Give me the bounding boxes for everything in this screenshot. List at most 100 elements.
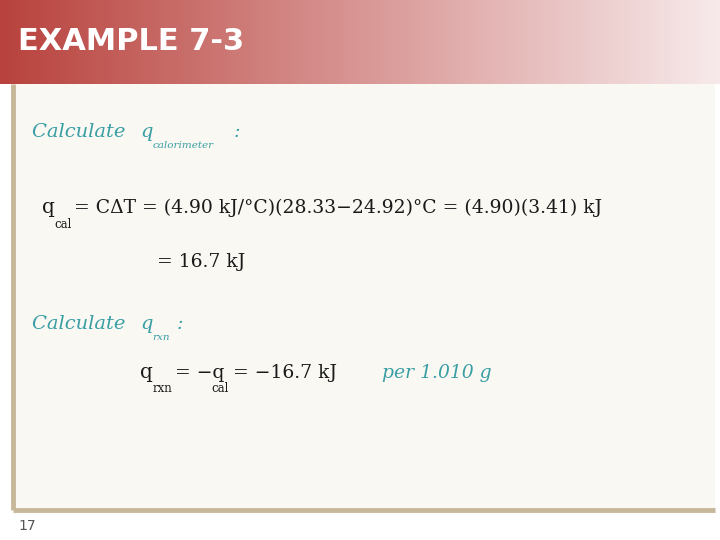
Bar bbox=[576, 0, 580, 84]
Bar bbox=[702, 0, 706, 84]
Bar bbox=[83, 0, 86, 84]
Bar bbox=[112, 0, 115, 84]
Bar bbox=[68, 0, 72, 84]
Bar bbox=[274, 0, 277, 84]
Bar bbox=[414, 0, 418, 84]
Bar bbox=[94, 0, 97, 84]
Text: calorimeter: calorimeter bbox=[153, 141, 214, 150]
Bar bbox=[338, 0, 342, 84]
Bar bbox=[299, 0, 302, 84]
Bar bbox=[148, 0, 151, 84]
Bar bbox=[256, 0, 259, 84]
Bar bbox=[572, 0, 576, 84]
Bar bbox=[270, 0, 274, 84]
Bar bbox=[565, 0, 569, 84]
Bar bbox=[137, 0, 140, 84]
Bar bbox=[389, 0, 392, 84]
Bar bbox=[281, 0, 284, 84]
Bar bbox=[14, 0, 18, 84]
Bar bbox=[493, 0, 497, 84]
Bar bbox=[410, 0, 414, 84]
Bar bbox=[518, 0, 522, 84]
Bar bbox=[670, 0, 673, 84]
Bar bbox=[583, 0, 587, 84]
Text: cal: cal bbox=[211, 382, 228, 395]
Bar bbox=[468, 0, 472, 84]
Bar bbox=[356, 0, 360, 84]
Bar bbox=[205, 0, 209, 84]
Text: per 1.010 g: per 1.010 g bbox=[382, 363, 491, 382]
Text: :: : bbox=[234, 123, 240, 141]
Bar bbox=[662, 0, 666, 84]
Bar bbox=[173, 0, 176, 84]
Bar bbox=[295, 0, 299, 84]
Bar bbox=[648, 0, 652, 84]
Text: q: q bbox=[140, 363, 153, 382]
Bar bbox=[522, 0, 526, 84]
Bar bbox=[346, 0, 349, 84]
Bar bbox=[151, 0, 155, 84]
Bar bbox=[166, 0, 169, 84]
Bar bbox=[644, 0, 648, 84]
Text: q: q bbox=[140, 123, 153, 141]
Text: q: q bbox=[42, 198, 55, 218]
Bar bbox=[464, 0, 468, 84]
Bar bbox=[634, 0, 637, 84]
Bar bbox=[97, 0, 101, 84]
Bar bbox=[392, 0, 396, 84]
Text: 17: 17 bbox=[18, 519, 35, 534]
Bar bbox=[698, 0, 702, 84]
Bar bbox=[140, 0, 144, 84]
Bar bbox=[133, 0, 137, 84]
Bar bbox=[659, 0, 662, 84]
Bar bbox=[439, 0, 443, 84]
Bar bbox=[79, 0, 83, 84]
Bar bbox=[407, 0, 410, 84]
Bar bbox=[288, 0, 292, 84]
Bar bbox=[716, 0, 720, 84]
Bar bbox=[608, 0, 612, 84]
Bar bbox=[533, 0, 536, 84]
Bar bbox=[169, 0, 173, 84]
Bar bbox=[13, 84, 715, 510]
Bar bbox=[691, 0, 695, 84]
Bar bbox=[540, 0, 544, 84]
Bar bbox=[652, 0, 655, 84]
Bar bbox=[284, 0, 288, 84]
Bar bbox=[230, 0, 234, 84]
Bar bbox=[4, 0, 7, 84]
Bar bbox=[119, 0, 122, 84]
Bar bbox=[126, 0, 130, 84]
Bar bbox=[277, 0, 281, 84]
Bar bbox=[180, 0, 184, 84]
Bar bbox=[461, 0, 464, 84]
Bar bbox=[90, 0, 94, 84]
Bar bbox=[40, 0, 43, 84]
Bar bbox=[641, 0, 644, 84]
Bar bbox=[526, 0, 529, 84]
Bar bbox=[482, 0, 486, 84]
Bar bbox=[234, 0, 238, 84]
Bar bbox=[677, 0, 680, 84]
Bar bbox=[331, 0, 335, 84]
Bar bbox=[367, 0, 371, 84]
Text: :: : bbox=[176, 315, 183, 333]
Bar bbox=[310, 0, 313, 84]
Bar bbox=[320, 0, 324, 84]
Bar bbox=[619, 0, 623, 84]
Bar bbox=[446, 0, 450, 84]
Bar bbox=[54, 0, 58, 84]
Bar bbox=[317, 0, 320, 84]
Bar bbox=[601, 0, 605, 84]
Bar bbox=[569, 0, 572, 84]
Bar bbox=[587, 0, 590, 84]
Bar bbox=[349, 0, 353, 84]
Bar bbox=[72, 0, 76, 84]
Bar bbox=[187, 0, 191, 84]
Bar bbox=[486, 0, 490, 84]
Bar bbox=[497, 0, 500, 84]
Bar bbox=[155, 0, 158, 84]
Bar bbox=[515, 0, 518, 84]
Bar bbox=[58, 0, 61, 84]
Bar bbox=[0, 0, 4, 84]
